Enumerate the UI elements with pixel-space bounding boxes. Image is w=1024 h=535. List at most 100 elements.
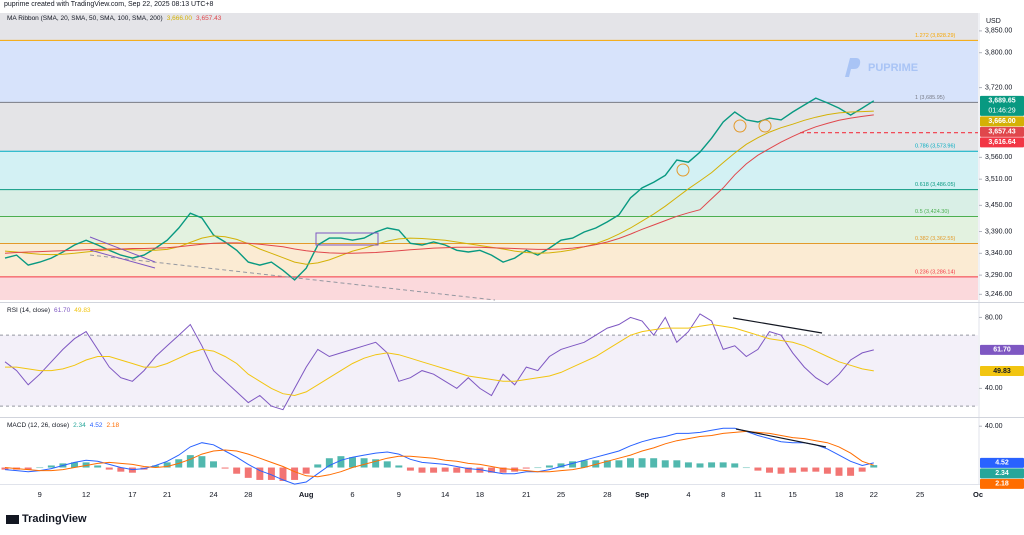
histogram-bar [47, 465, 55, 468]
series-line [4, 110, 874, 265]
currency: USD [986, 18, 1001, 25]
y-tick-label: 3,246.00 [985, 291, 1012, 298]
price-badge-label: 2.34 [995, 470, 1009, 477]
countdown: 01:46:29 [988, 108, 1015, 115]
price-badge-label: 61.70 [993, 347, 1011, 354]
histogram-bar [302, 467, 310, 474]
histogram-bar [325, 458, 333, 468]
histogram-bar [418, 467, 426, 473]
histogram-bar [476, 467, 484, 473]
x-tick-label: 25 [916, 490, 924, 499]
divergence-line [732, 317, 823, 334]
histogram-bar [383, 461, 391, 468]
legend-value: 3,657.43 [196, 15, 222, 22]
histogram-bar [673, 460, 681, 468]
fib-label: 0.618 (3,486.05) [915, 182, 956, 188]
histogram-bar [731, 463, 739, 468]
price-badge-label: 3,689.65 [988, 98, 1015, 105]
x-tick-label: 28 [244, 490, 252, 499]
histogram-bar [464, 467, 472, 473]
x-tick-label: 4 [686, 490, 690, 499]
y-tick-label: 40.00 [985, 385, 1003, 392]
price-badge [980, 478, 1024, 489]
histogram-bar [708, 462, 716, 468]
histogram-bar [24, 467, 32, 470]
histogram-bar [823, 467, 831, 474]
histogram-bar [835, 467, 843, 476]
histogram-bar [522, 467, 530, 469]
range-box [315, 232, 379, 246]
plot: 1.272 (3,828.29) 1 (3,685.95) 0.786 (3,573… [0, 18, 1024, 499]
zone [0, 189, 978, 217]
histogram-bar [221, 467, 229, 469]
histogram-bar [638, 458, 646, 468]
histogram-bar [661, 460, 669, 468]
header: puprime created with TradingView.com, Se… [4, 1, 214, 8]
histogram-bar [430, 467, 438, 473]
zone [0, 102, 978, 152]
histogram-bar [395, 465, 403, 468]
x-tick-label: 11 [754, 490, 762, 499]
trend-line [89, 236, 156, 263]
zone [0, 276, 978, 300]
watermark-logo [845, 58, 861, 77]
trend-line [89, 254, 496, 301]
logo [6, 515, 19, 524]
histogram-bar [453, 467, 461, 473]
price-badge-label: 3,657.43 [988, 129, 1015, 136]
price-badge-label: 49.83 [993, 368, 1011, 375]
histogram-bar [615, 460, 623, 468]
y-tick-label: 40.00 [985, 423, 1003, 430]
price-badge [980, 344, 1024, 355]
price-badge-label: 2.18 [995, 481, 1009, 488]
price-badge-label: 3,616.64 [988, 139, 1015, 146]
x-tick-label: 21 [522, 490, 530, 499]
price-badge [980, 468, 1024, 479]
divergence-line [735, 428, 827, 448]
histogram-bar [754, 467, 762, 471]
histogram-bar [372, 459, 380, 468]
price-badge [980, 116, 1024, 127]
histogram-bar [36, 467, 44, 469]
x-tick-label: 22 [870, 490, 878, 499]
legend-title: MACD (12, 26, close) [7, 422, 70, 429]
histogram-bar [534, 467, 542, 469]
y-tick-label: 3,450.00 [985, 202, 1012, 209]
histogram-bar [499, 467, 507, 473]
histogram-bar [627, 458, 634, 468]
histogram-bar [650, 458, 658, 468]
histogram-bar [766, 467, 773, 473]
price-line [4, 97, 875, 281]
y-tick-label: 3,560.00 [985, 154, 1012, 161]
histogram-bar [198, 456, 206, 468]
histogram-bar [82, 462, 90, 468]
histogram-bar [603, 460, 611, 468]
histogram-bar [71, 462, 78, 468]
series-line [4, 427, 874, 485]
fib-label: 1 (3,685.95) [915, 95, 945, 101]
x-tick-label: 8 [721, 490, 725, 499]
histogram-bar [696, 463, 704, 468]
footer-brand: TradingView [22, 513, 87, 525]
x-tick-label: 21 [163, 490, 171, 499]
histogram-bar [314, 464, 322, 468]
legend-value: 61.70 [54, 307, 71, 314]
histogram-bar [847, 467, 855, 476]
x-tick-label: 12 [82, 490, 90, 499]
histogram-bar [406, 467, 414, 471]
y-tick-label: 3,510.00 [985, 176, 1012, 183]
x-tick-label: 9 [397, 490, 401, 499]
histogram-bar [870, 465, 878, 468]
y-tick-label: 80.00 [985, 314, 1003, 321]
x-tick-label: 9 [38, 490, 42, 499]
histogram-bar [152, 465, 160, 468]
series-line [4, 114, 874, 254]
price-badge [980, 126, 1024, 137]
x-tick-label: 17 [128, 490, 136, 499]
legend-value: 2.34 [73, 422, 86, 429]
histogram-bar [812, 467, 820, 472]
histogram-bar [684, 462, 692, 468]
x-tick-label: 18 [835, 490, 843, 499]
y-tick-label: 3,290.00 [985, 272, 1012, 279]
histogram-bar [545, 465, 553, 468]
